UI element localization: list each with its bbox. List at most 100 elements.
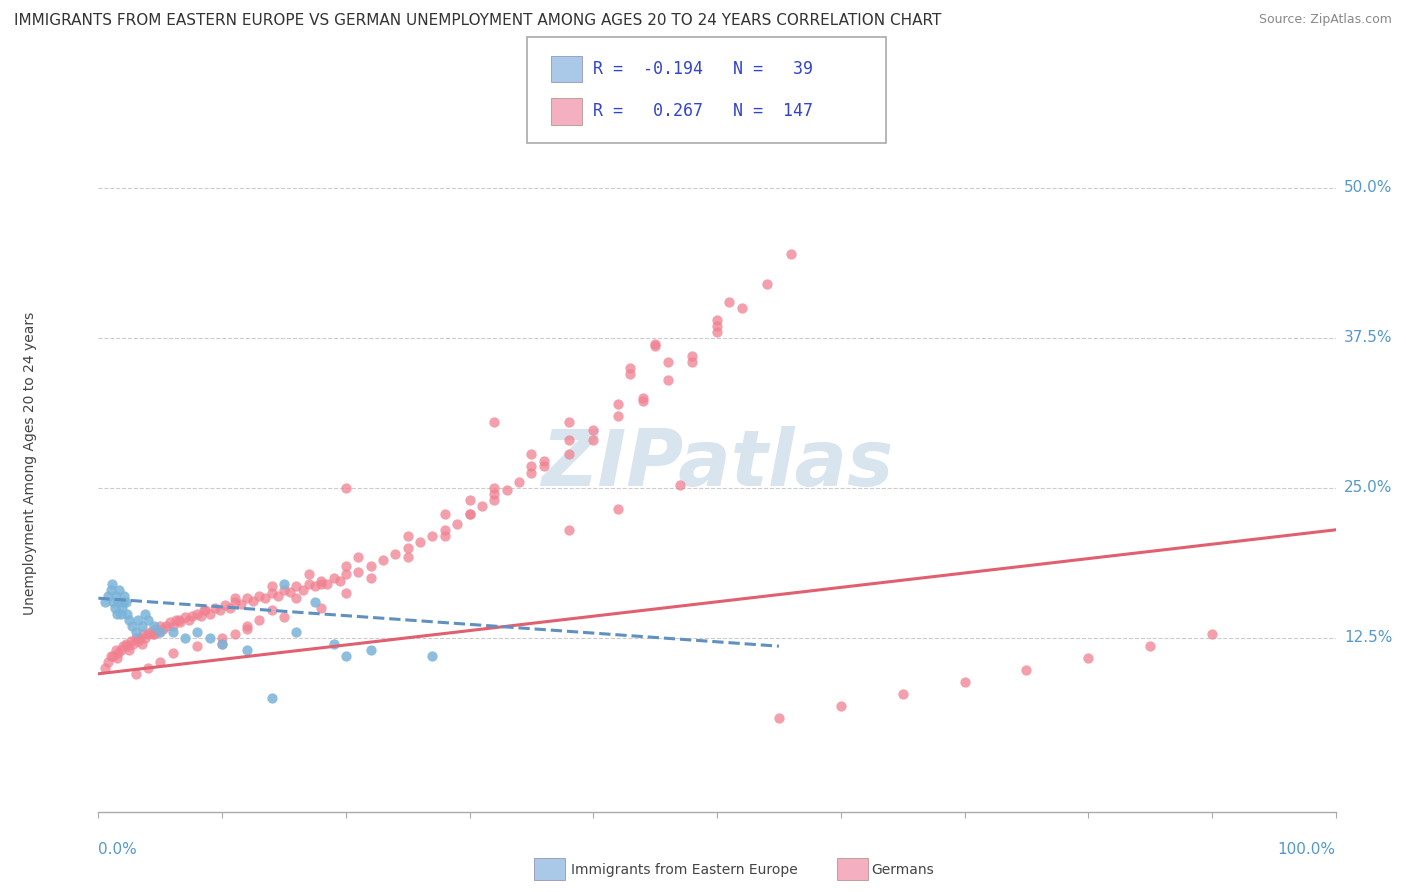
Point [657,355,679,369]
Point [669,478,692,492]
Point [706,313,728,327]
Point [335,567,357,582]
Point [122,637,145,651]
Point [124,624,146,639]
Point [114,637,136,651]
Point [422,648,444,663]
Point [124,666,146,681]
Point [136,661,159,675]
Text: 0.0%: 0.0% [98,842,138,857]
Point [335,648,357,663]
Point [631,391,654,405]
Point [208,603,231,617]
Point [177,613,200,627]
Point [110,642,132,657]
Point [335,586,357,600]
Point [155,619,177,633]
Point [396,529,419,543]
Point [198,607,221,621]
Point [146,624,169,639]
Point [131,619,153,633]
Text: Immigrants from Eastern Europe: Immigrants from Eastern Europe [571,863,797,877]
Point [422,529,444,543]
Point [218,600,240,615]
Point [114,595,136,609]
Point [1077,651,1099,665]
Point [186,639,208,653]
Point [335,558,357,573]
Text: Germans: Germans [872,863,935,877]
Point [619,360,641,375]
Point [1201,627,1223,641]
Point [533,454,555,468]
Point [97,589,120,603]
Point [329,574,352,589]
Point [458,507,481,521]
Point [247,613,270,627]
Point [278,585,301,599]
Point [309,574,332,589]
Point [211,631,233,645]
Point [104,642,127,657]
Point [132,627,155,641]
Point [335,481,357,495]
Point [953,675,976,690]
Point [706,325,728,339]
Point [181,609,204,624]
Point [433,523,456,537]
Point [458,492,481,507]
Point [706,318,728,333]
Point [118,613,141,627]
Text: 50.0%: 50.0% [1344,180,1392,195]
Point [139,624,162,639]
Point [254,591,277,606]
Point [142,627,165,641]
Point [103,595,125,609]
Point [285,579,308,593]
Point [107,595,129,609]
Point [104,589,127,603]
Point [101,576,124,591]
Point [607,397,630,411]
Point [471,499,494,513]
Point [107,646,129,660]
Point [190,609,212,624]
Point [110,607,132,621]
Point [520,467,543,481]
Point [768,711,790,725]
Point [681,349,703,363]
Point [162,624,184,639]
Point [134,607,156,621]
Point [371,553,394,567]
Point [1015,663,1038,677]
Point [198,631,221,645]
Point [619,367,641,381]
Point [755,277,778,291]
Point [149,655,172,669]
Point [644,339,666,353]
Point [396,541,419,555]
Text: Unemployment Among Ages 20 to 24 years: Unemployment Among Ages 20 to 24 years [24,312,38,615]
Point [159,615,181,630]
Point [644,337,666,351]
Point [273,582,295,597]
Point [174,631,197,645]
Point [484,492,506,507]
Point [433,529,456,543]
Point [631,394,654,409]
Point [167,613,190,627]
Point [229,597,252,611]
Point [557,415,579,429]
Point [111,600,134,615]
Point [891,687,914,701]
Point [162,646,184,660]
Point [115,607,138,621]
Point [127,613,149,627]
Point [236,619,259,633]
Point [224,595,246,609]
Point [304,595,326,609]
Point [117,639,139,653]
Point [557,447,579,461]
Text: IMMIGRANTS FROM EASTERN EUROPE VS GERMAN UNEMPLOYMENT AMONG AGES 20 TO 24 YEARS : IMMIGRANTS FROM EASTERN EUROPE VS GERMAN… [14,13,942,29]
Point [136,613,159,627]
